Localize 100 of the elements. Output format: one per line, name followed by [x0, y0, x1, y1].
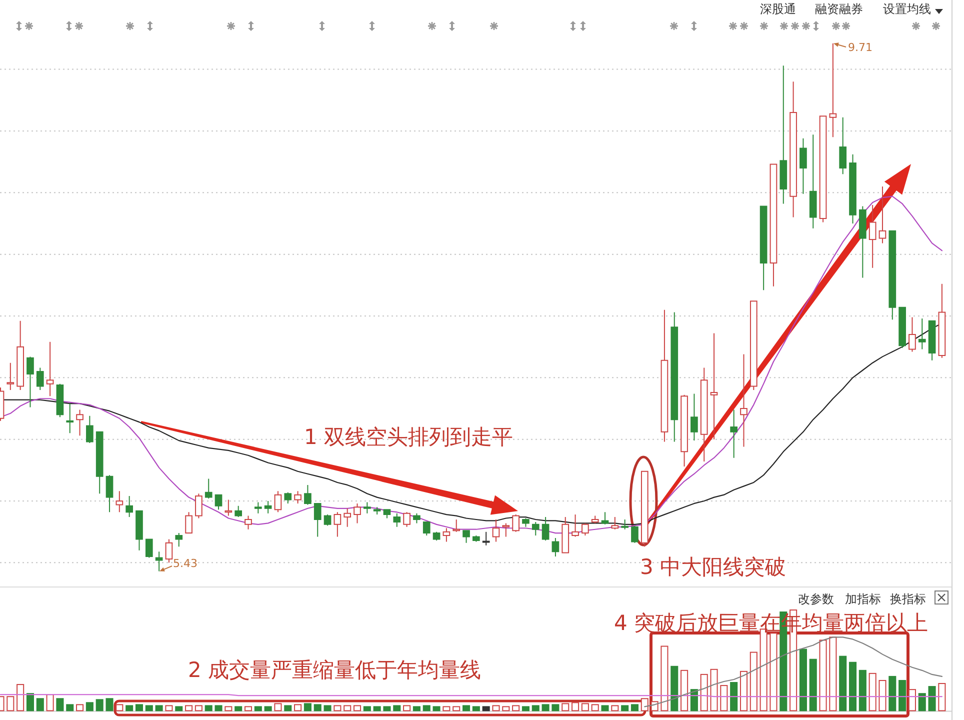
candlestick [393, 512, 401, 528]
candlestick [284, 492, 292, 504]
bar [234, 706, 242, 712]
candlestick [829, 42, 837, 138]
bar [145, 705, 153, 712]
candlestick [572, 514, 579, 538]
bar [740, 670, 748, 712]
text: 融资融券 [815, 2, 863, 16]
annotation: 3 中大阳线突破 [640, 555, 786, 579]
bar [214, 705, 222, 712]
bar [393, 705, 401, 712]
bar [452, 706, 460, 712]
candlestick [26, 356, 34, 408]
candlestick [680, 394, 688, 467]
candlestick [106, 474, 114, 513]
candlestick [354, 502, 361, 524]
candlestick [690, 393, 698, 442]
bar [640, 698, 648, 712]
candlestick [383, 509, 391, 519]
bar [482, 706, 490, 712]
candlestick [442, 528, 450, 542]
candlestick [96, 431, 104, 494]
candlestick [432, 531, 440, 541]
text: 加指标 [845, 592, 881, 606]
bar [353, 705, 362, 712]
candlestick [740, 354, 748, 448]
bar [918, 693, 926, 712]
candlestick [373, 506, 381, 516]
text: 深股通 [760, 2, 796, 16]
annotation: 2 成交量严重缩量低于年均量线 [188, 658, 482, 682]
candlestick [482, 531, 490, 546]
bar [848, 662, 857, 712]
bar [710, 668, 718, 712]
candlestick [582, 522, 589, 536]
candlestick [611, 516, 619, 530]
candlestick [660, 309, 668, 442]
candlestick [938, 283, 946, 358]
bar [700, 674, 708, 712]
bar [6, 696, 14, 712]
candlestick [86, 415, 94, 444]
bar [165, 705, 173, 712]
candlestick [542, 516, 550, 541]
candlestick [364, 502, 371, 514]
bar [809, 658, 817, 712]
bar [621, 705, 629, 712]
bar [829, 636, 837, 712]
candlestick [224, 499, 232, 516]
candlestick [898, 306, 906, 349]
candlestick [136, 510, 143, 551]
bar [562, 703, 570, 712]
candlestick [36, 367, 44, 390]
bar [472, 706, 480, 712]
candlestick [254, 502, 262, 514]
candlestick [512, 514, 520, 532]
bar [36, 698, 44, 712]
bar [572, 702, 580, 712]
candlestick [700, 367, 708, 462]
bar [254, 706, 262, 712]
bar [492, 705, 500, 712]
candlestick [304, 484, 312, 506]
candlestick [314, 502, 322, 538]
candlestick [878, 186, 886, 244]
candlestick [462, 530, 470, 544]
bar [660, 646, 668, 712]
candlestick [185, 512, 192, 534]
bar [383, 706, 391, 712]
candlestick [621, 519, 628, 530]
candlestick [492, 519, 500, 542]
bar [116, 704, 124, 712]
bar [274, 703, 282, 712]
candlestick [46, 341, 54, 397]
candlestick [868, 204, 876, 268]
bar [76, 704, 84, 712]
bar [334, 705, 342, 712]
candlestick [780, 65, 788, 204]
candlestick [244, 515, 252, 530]
candlestick [750, 300, 758, 390]
bar [403, 705, 411, 712]
candlestick [234, 505, 242, 518]
bar [244, 706, 252, 712]
bar [204, 705, 212, 712]
bar [532, 705, 540, 712]
bar [344, 705, 352, 712]
bar [373, 706, 381, 712]
candlestick [324, 514, 332, 526]
candlestick [908, 316, 916, 352]
bar [601, 705, 609, 712]
candlestick [562, 516, 570, 554]
candlestick [888, 230, 896, 320]
candlestick [631, 525, 638, 544]
annotation: 9.71 [848, 41, 872, 54]
bar [730, 682, 738, 712]
bar [928, 686, 936, 712]
candlestick [165, 538, 173, 564]
bar [284, 705, 292, 712]
candlestick [552, 538, 560, 557]
bar [126, 705, 134, 712]
candlestick [6, 362, 14, 390]
candlestick [800, 138, 807, 194]
bar [56, 698, 64, 712]
